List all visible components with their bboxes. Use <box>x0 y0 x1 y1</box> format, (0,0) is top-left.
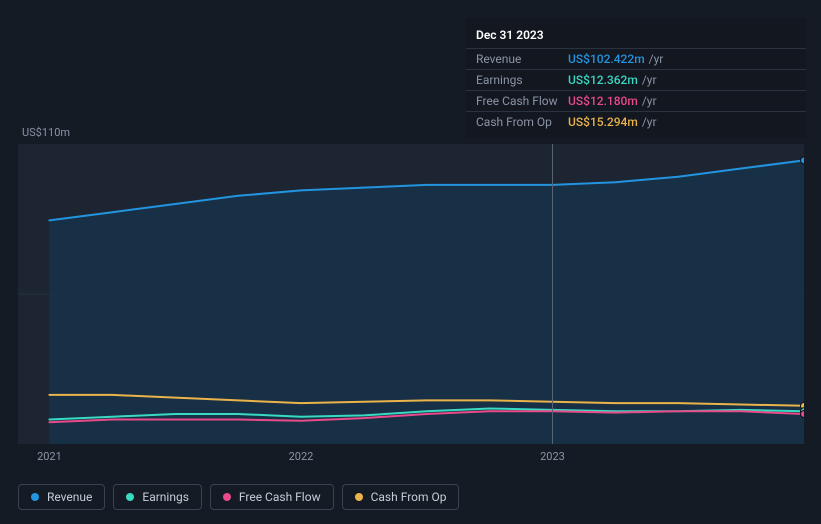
tooltip-row-value: US$12.180m <box>568 94 638 108</box>
tooltip-date: Dec 31 2023 <box>466 24 806 48</box>
legend-dot-icon <box>223 493 231 501</box>
xaxis-tick: 2022 <box>289 450 314 463</box>
xaxis-tick: 2023 <box>540 450 565 463</box>
xaxis: 2021 2022 2023 <box>18 450 804 466</box>
tooltip-row-label: Revenue <box>476 52 568 66</box>
tooltip-row-value: US$12.362m <box>568 73 638 87</box>
legend: Revenue Earnings Free Cash Flow Cash From O… <box>18 484 459 510</box>
tooltip-row: Cash From OpUS$15.294m/yr <box>466 111 806 132</box>
xaxis-tick: 2021 <box>37 450 62 463</box>
legend-item-free-cash-flow[interactable]: Free Cash Flow <box>210 484 334 510</box>
chart-tooltip: Dec 31 2023 RevenueUS$102.422m/yrEarning… <box>466 18 806 138</box>
tooltip-row-unit: /yr <box>649 52 664 66</box>
chart-crosshair <box>552 144 553 444</box>
chart-area[interactable] <box>18 144 804 444</box>
tooltip-row: RevenueUS$102.422m/yr <box>466 48 806 69</box>
chart-svg <box>18 144 804 444</box>
legend-item-label: Revenue <box>47 490 92 504</box>
tooltip-row: Free Cash FlowUS$12.180m/yr <box>466 90 806 111</box>
tooltip-row-unit: /yr <box>642 115 657 129</box>
tooltip-row-value: US$15.294m <box>568 115 638 129</box>
tooltip-row: EarningsUS$12.362m/yr <box>466 69 806 90</box>
tooltip-row-label: Earnings <box>476 73 568 87</box>
tooltip-row-label: Free Cash Flow <box>476 94 568 108</box>
legend-item-label: Free Cash Flow <box>239 490 321 504</box>
yaxis-label-top: US$110m <box>22 126 70 139</box>
tooltip-row-unit: /yr <box>642 73 657 87</box>
tooltip-row-label: Cash From Op <box>476 115 568 129</box>
tooltip-row-value: US$102.422m <box>568 52 645 66</box>
legend-item-cash-from-op[interactable]: Cash From Op <box>342 484 460 510</box>
legend-dot-icon <box>31 493 39 501</box>
legend-item-label: Earnings <box>142 490 189 504</box>
legend-dot-icon <box>126 493 134 501</box>
legend-item-label: Cash From Op <box>371 490 447 504</box>
tooltip-row-unit: /yr <box>642 94 657 108</box>
legend-dot-icon <box>355 493 363 501</box>
legend-item-revenue[interactable]: Revenue <box>18 484 105 510</box>
legend-item-earnings[interactable]: Earnings <box>113 484 202 510</box>
